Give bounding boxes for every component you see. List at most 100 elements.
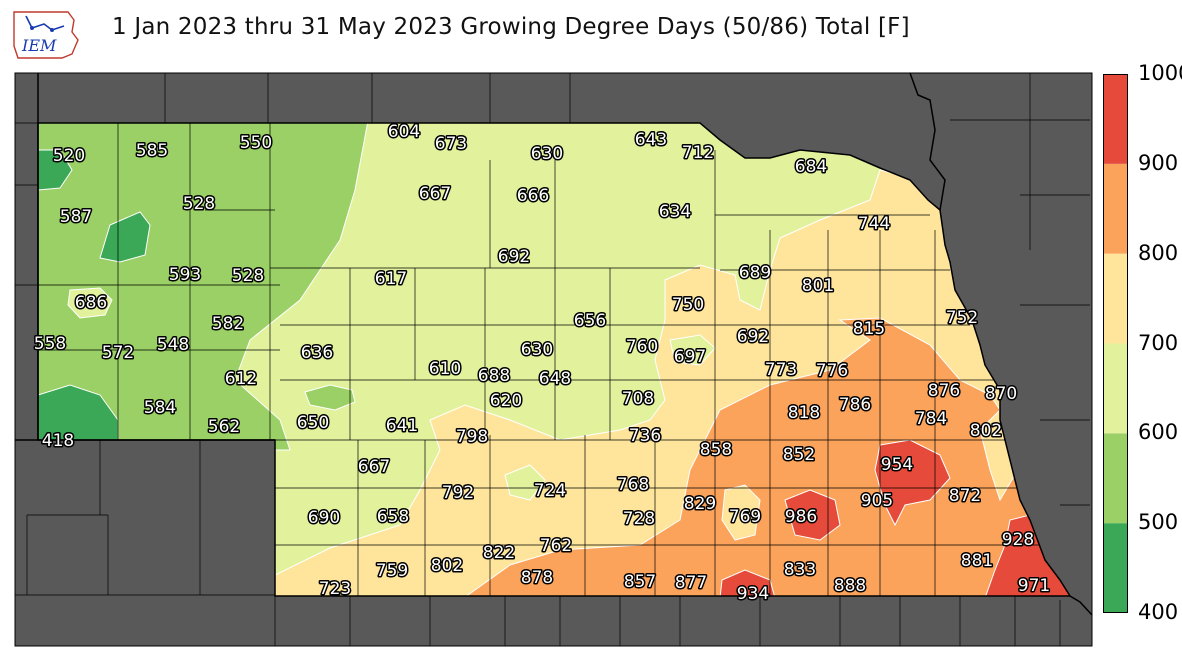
station-value: 418: [42, 431, 74, 451]
station-value: 971: [1018, 576, 1050, 596]
station-value: 769: [729, 507, 761, 527]
station-value: 620: [490, 391, 522, 411]
station-value-halo: 888: [834, 576, 866, 596]
station-value: 634: [659, 202, 691, 222]
station-value-halo: 692: [737, 327, 769, 347]
station-value: 744: [858, 214, 890, 234]
station-value: 593: [169, 265, 201, 285]
station-value: 548: [157, 335, 189, 355]
station-value-halo: 786: [839, 395, 871, 415]
station-value-halo: 877: [675, 573, 707, 593]
station-value: 686: [75, 293, 107, 313]
station-value: 658: [377, 507, 409, 527]
station-value: 641: [386, 416, 418, 436]
station-value-halo: 801: [802, 276, 834, 296]
station-value: 667: [419, 184, 451, 204]
colorbar-tick-label: 1000: [1138, 61, 1182, 85]
station-value-halo: 593: [169, 265, 201, 285]
station-value-halo: 528: [183, 194, 215, 214]
station-value: 610: [429, 359, 461, 379]
station-value: 798: [456, 427, 488, 447]
station-value-halo: 650: [297, 413, 329, 433]
station-value: 881: [961, 551, 993, 571]
station-value-halo: 630: [521, 340, 553, 360]
colorbar-bin: [1103, 163, 1128, 254]
station-value: 876: [928, 381, 960, 401]
station-value-halo: 688: [478, 366, 510, 386]
station-value-halo: 666: [517, 186, 549, 206]
station-value: 829: [684, 494, 716, 514]
station-value: 928: [1002, 530, 1034, 550]
station-value: 562: [208, 417, 240, 437]
station-value-halo: 818: [788, 403, 820, 423]
station-value: 585: [136, 141, 168, 161]
station-value-halo: 634: [659, 202, 691, 222]
svg-text:IEM: IEM: [21, 36, 57, 55]
station-value-halo: 876: [928, 381, 960, 401]
station-value-halo: 520: [53, 146, 85, 166]
colorbar-tick-label: 900: [1138, 150, 1179, 175]
station-value-halo: 792: [442, 483, 474, 503]
station-value-halo: 872: [949, 486, 981, 506]
station-value-halo: 870: [985, 384, 1017, 404]
colorbar-tick-label: 800: [1138, 240, 1179, 265]
station-value: 692: [498, 247, 530, 267]
station-value: 762: [540, 536, 572, 556]
station-value-halo: 724: [534, 481, 566, 501]
station-value-halo: 736: [629, 426, 661, 446]
station-value-halo: 760: [626, 337, 658, 357]
nebraska-border: [37, 122, 1072, 597]
colorbar-bin: [1103, 523, 1128, 613]
station-value-halo: 584: [144, 398, 176, 418]
station-value: 872: [949, 486, 981, 506]
station-value-halo: 905: [861, 491, 893, 511]
station-value-halo: 689: [739, 263, 771, 283]
station-value: 736: [629, 426, 661, 446]
station-value: 934: [737, 584, 769, 604]
station-value: 689: [739, 263, 771, 283]
station-value-halo: 690: [308, 508, 340, 528]
station-value: 697: [674, 347, 706, 367]
station-value-halo: 750: [672, 295, 704, 315]
station-value-halo: 528: [232, 266, 264, 286]
station-value: 792: [442, 483, 474, 503]
station-value: 870: [985, 384, 1017, 404]
station-value: 858: [700, 440, 732, 460]
station-value-halo: 769: [729, 507, 761, 527]
station-value-halo: 550: [240, 133, 272, 153]
station-value-halo: 697: [674, 347, 706, 367]
station-value: 650: [297, 413, 329, 433]
station-value: 723: [319, 579, 351, 599]
station-value-halo: 878: [521, 568, 553, 588]
station-value-halo: 610: [429, 359, 461, 379]
station-value: 582: [212, 314, 244, 334]
station-value: 888: [834, 576, 866, 596]
station-value: 550: [240, 133, 272, 153]
station-value: 852: [783, 445, 815, 465]
station-value-halo: 656: [574, 311, 606, 331]
station-value: 708: [622, 389, 654, 409]
station-value: 643: [635, 130, 667, 150]
station-value: 587: [60, 207, 92, 227]
station-value-halo: 418: [42, 431, 74, 451]
station-value: 776: [816, 361, 848, 381]
station-value-halo: 829: [684, 494, 716, 514]
station-value-halo: 667: [419, 184, 451, 204]
station-value-halo: 728: [623, 509, 655, 529]
station-value-halo: 585: [136, 141, 168, 161]
station-value-halo: 762: [540, 536, 572, 556]
station-value-halo: 617: [375, 269, 407, 289]
station-value: 802: [970, 421, 1002, 441]
station-value: 768: [617, 475, 649, 495]
station-value-halo: 708: [622, 389, 654, 409]
station-value-halo: 971: [1018, 576, 1050, 596]
station-value: 630: [531, 144, 563, 164]
station-value-halo: 928: [1002, 530, 1034, 550]
station-value-halo: 833: [784, 560, 816, 580]
station-value-halo: 934: [737, 584, 769, 604]
station-value-halo: 712: [682, 143, 714, 163]
colorbar: [1103, 74, 1128, 613]
colorbar-border: [1103, 74, 1128, 613]
station-value: 684: [795, 157, 827, 177]
station-value: 673: [435, 134, 467, 154]
